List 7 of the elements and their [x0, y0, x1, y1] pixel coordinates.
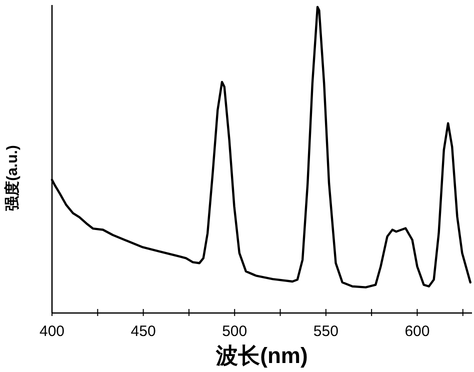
x-tick-label: 600 [404, 323, 430, 340]
x-tick-label: 550 [313, 323, 338, 340]
y-axis-title: 强度(a.u.) [3, 145, 21, 211]
x-tick-label: 450 [130, 323, 156, 340]
x-axis-title: 波长(nm) [215, 343, 308, 368]
x-tick-label: 500 [222, 323, 248, 340]
x-tick-label: 400 [39, 323, 65, 340]
